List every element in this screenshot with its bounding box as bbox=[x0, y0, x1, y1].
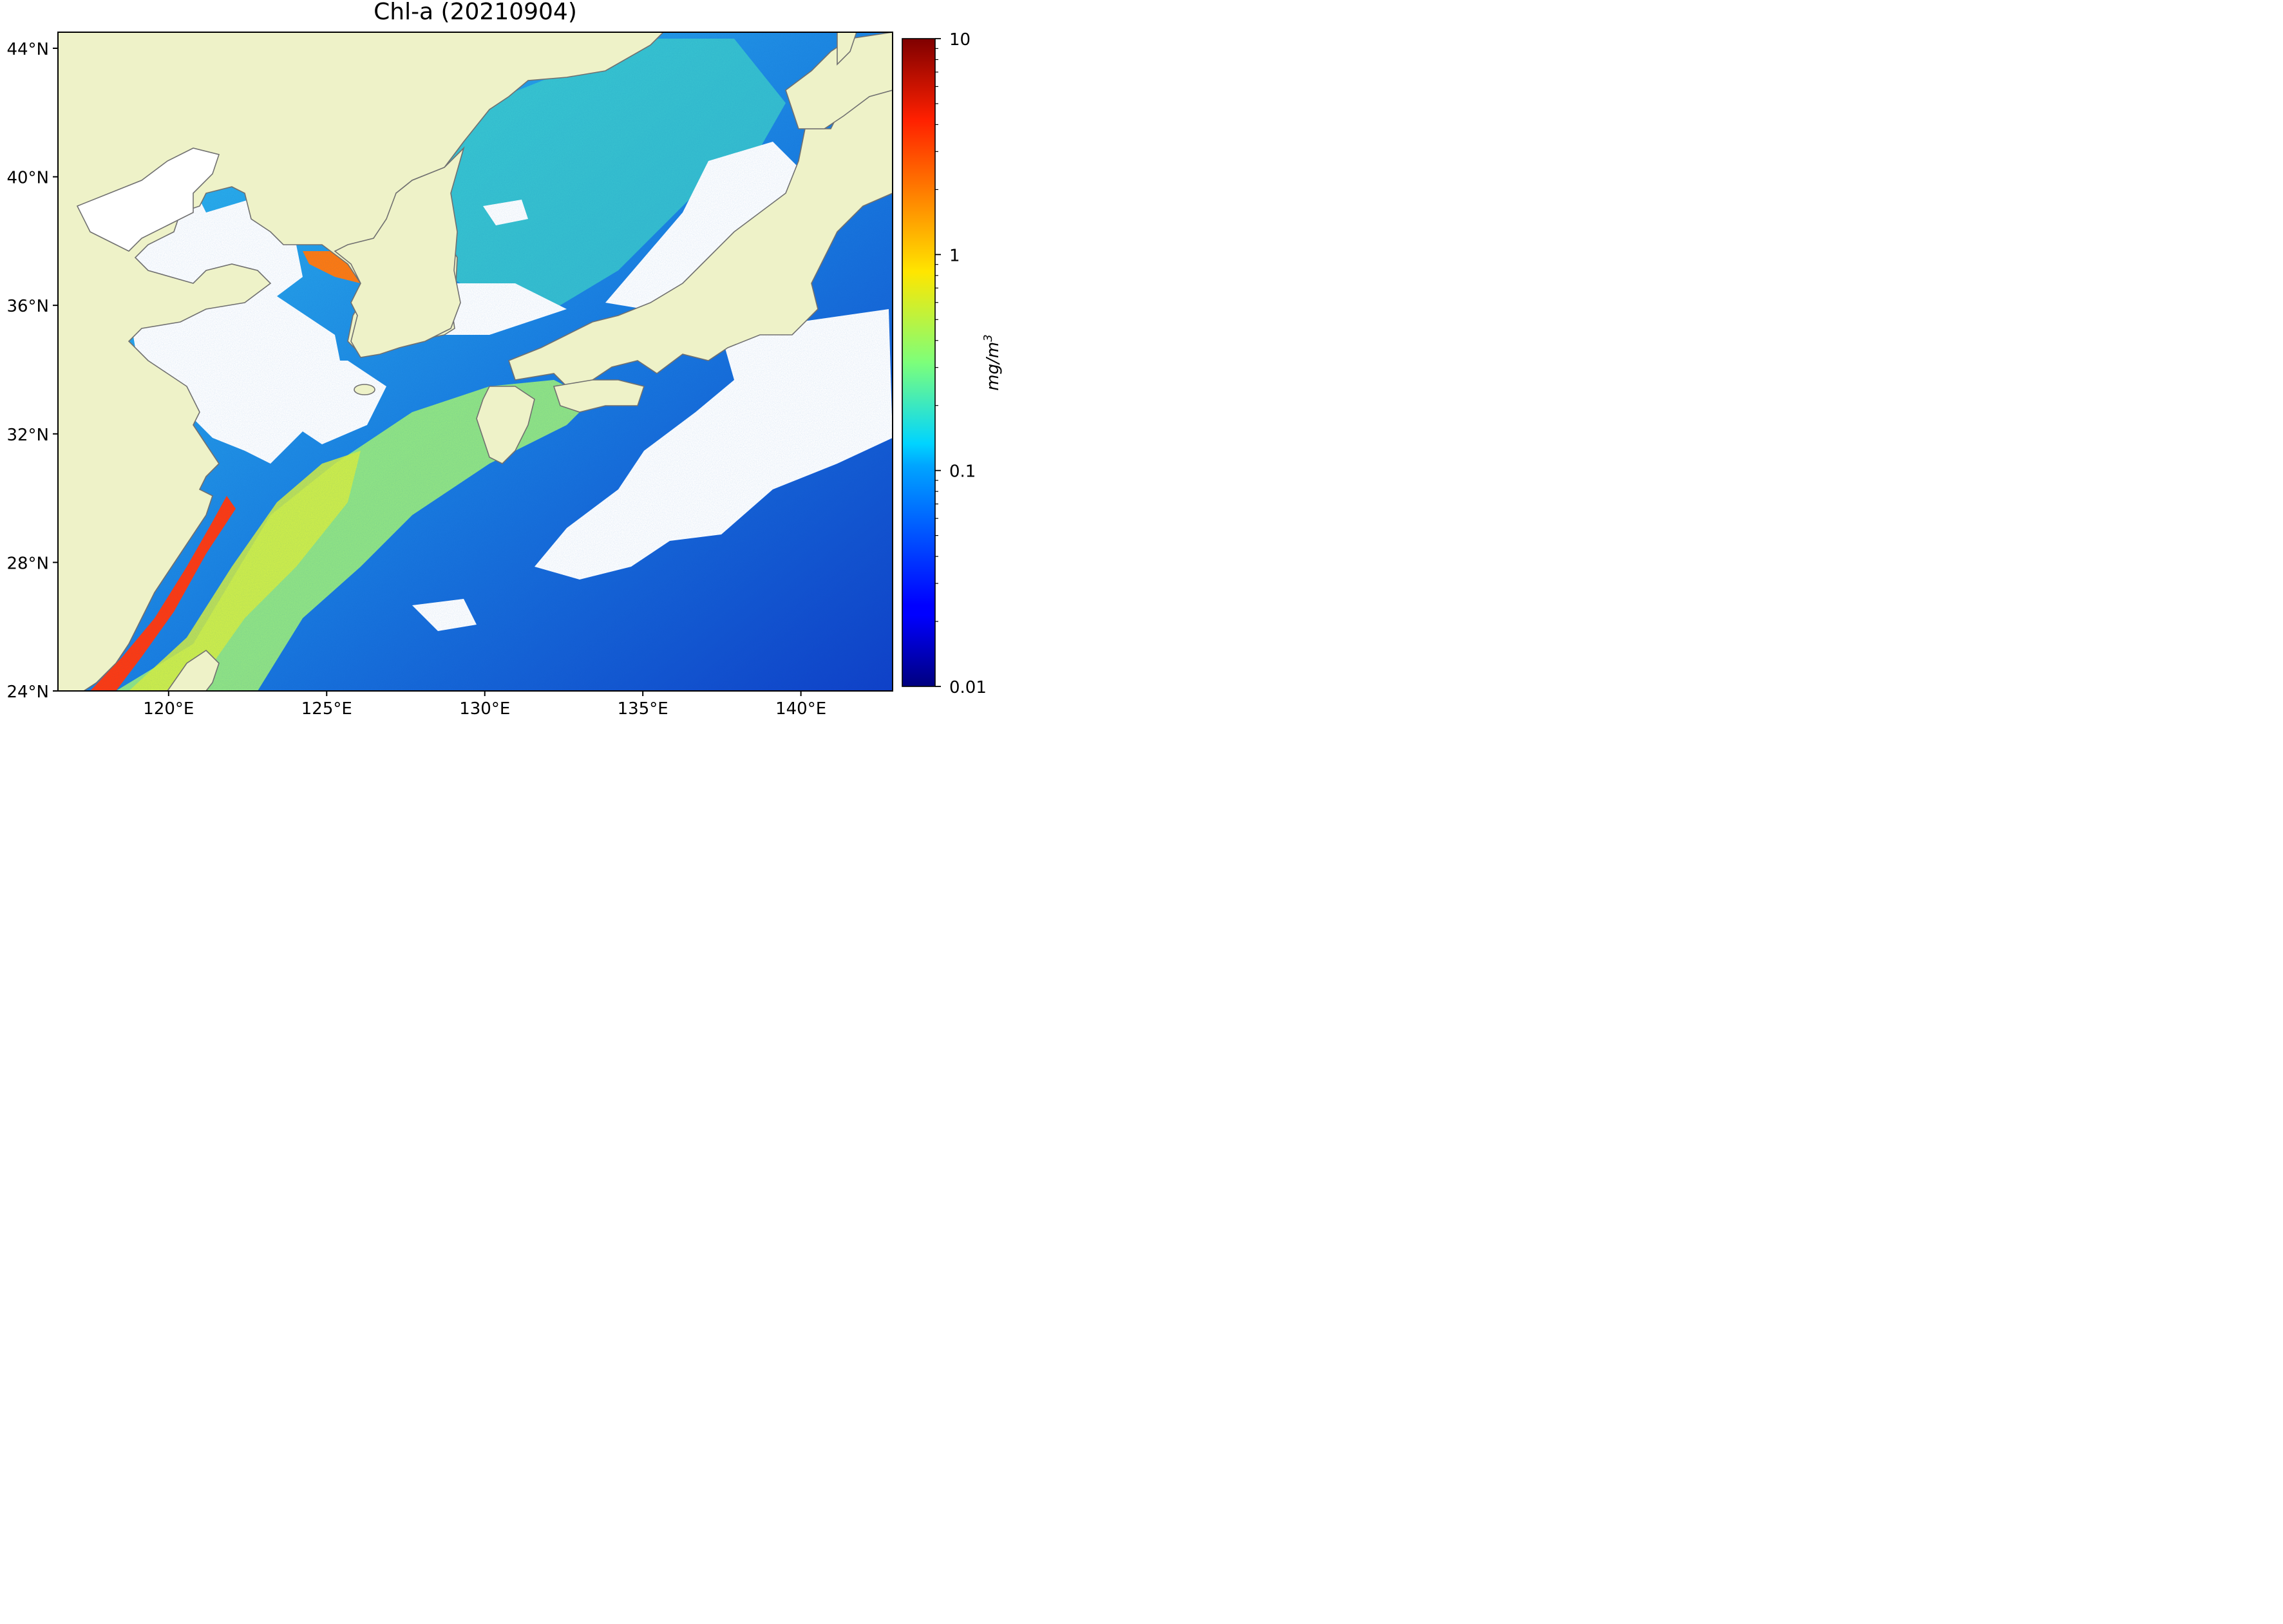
colorbar-ticks: 10 1 0.1 0.01 bbox=[935, 30, 987, 697]
land-honshu bbox=[508, 32, 893, 387]
lat-tick-label: 40°N bbox=[6, 169, 49, 188]
colorbar-tick-label: 10 bbox=[949, 30, 971, 50]
land-masses bbox=[58, 32, 893, 691]
map-frame bbox=[57, 32, 893, 692]
land-hokkaido bbox=[785, 32, 893, 129]
colorbar-gradient bbox=[902, 38, 936, 687]
latitude-axis: 44°N 40°N 36°N 32°N 28°N 24°N bbox=[6, 40, 58, 702]
lon-tick-label: 125°E bbox=[301, 699, 352, 718]
lon-tick-label: 135°E bbox=[618, 699, 668, 718]
colorbar-tick-label: 1 bbox=[949, 246, 960, 265]
lat-tick-label: 36°N bbox=[6, 297, 49, 316]
land-taiwan bbox=[167, 649, 220, 691]
lat-tick-label: 44°N bbox=[6, 40, 49, 59]
colorbar-label-superscript: 3 bbox=[981, 334, 995, 341]
lat-tick-label: 24°N bbox=[6, 683, 49, 702]
colorbar-tick-label: 0.01 bbox=[949, 678, 987, 697]
lon-tick-label: 120°E bbox=[143, 699, 194, 718]
chart-title: Chl-a (20210904) bbox=[374, 0, 577, 25]
colorbar-tick-label: 0.1 bbox=[949, 462, 976, 482]
lat-tick-label: 28°N bbox=[6, 554, 49, 573]
land-shikoku bbox=[553, 379, 645, 413]
land-jeju bbox=[354, 384, 375, 395]
land-kyushu bbox=[476, 386, 535, 464]
colorbar: 10 1 0.1 0.01 mg/m3 bbox=[902, 30, 1003, 697]
lon-tick-label: 140°E bbox=[775, 699, 826, 718]
colorbar-label: mg/m3 bbox=[981, 334, 1003, 390]
lat-tick-label: 32°N bbox=[6, 426, 49, 445]
bohai-sea bbox=[76, 147, 220, 252]
land-sakhalin bbox=[837, 32, 857, 66]
land-korea bbox=[334, 146, 465, 358]
chlorophyll-map-figure: Chl-a (20210904) bbox=[6, 0, 1003, 719]
lon-tick-label: 130°E bbox=[459, 699, 510, 718]
map-panel bbox=[58, 32, 893, 691]
longitude-axis: 120°E 125°E 130°E 135°E 140°E bbox=[143, 691, 826, 719]
